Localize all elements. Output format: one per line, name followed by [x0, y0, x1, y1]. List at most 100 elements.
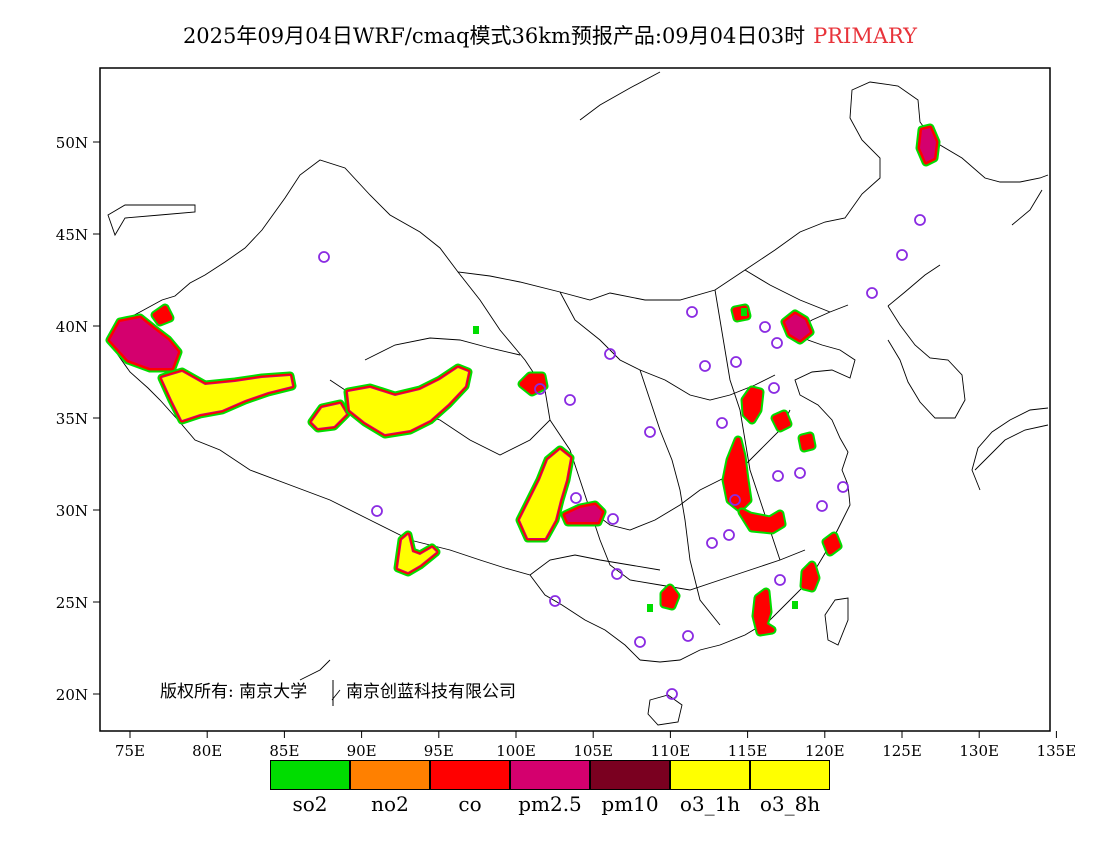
blob-fujian [799, 560, 821, 593]
province-line-central [549, 409, 791, 531]
legend-label: pm2.5 [518, 792, 582, 816]
monitoring-station-marker [534, 383, 546, 395]
legend-item: pm2.5 [510, 760, 590, 816]
legend-label: no2 [371, 792, 409, 816]
monitoring-station-marker [686, 306, 698, 318]
legend: so2 no2 co pm2.5 pm10 o3_1h o3_8h [270, 760, 830, 816]
blob-heilongjiang-pm25-core [920, 128, 936, 162]
monitoring-station-marker [549, 595, 561, 607]
korea-outline [887, 305, 966, 419]
legend-item: no2 [350, 760, 430, 816]
station-layer [318, 214, 926, 700]
monitoring-station-marker [699, 360, 711, 372]
sakhalin-outline [1011, 189, 1043, 226]
blob-anhui [737, 507, 787, 535]
north-border [109, 81, 1049, 336]
blob-sichuan-o3-core [520, 450, 570, 538]
legend-label: o3_8h [759, 792, 821, 816]
monitoring-station-marker [759, 321, 771, 333]
legend-swatch [590, 760, 670, 790]
blob-zhejiang [821, 531, 843, 557]
monitoring-station-marker [771, 337, 783, 349]
pollution-layer [105, 123, 941, 637]
monitoring-station-marker [706, 537, 718, 549]
legend-label: so2 [292, 792, 328, 816]
monitoring-station-marker [837, 481, 849, 493]
lat-tick-label: 40N [56, 318, 88, 336]
northeast-border [887, 264, 941, 307]
monitoring-station-marker [666, 688, 678, 700]
blob-chongqing [560, 500, 607, 527]
lon-tick-label: 80E [192, 742, 222, 760]
monitoring-station-marker [774, 574, 786, 586]
so2-cell [792, 601, 798, 609]
blob-tibet-west-o3-core [312, 404, 346, 428]
monitoring-station-marker [611, 568, 623, 580]
title-main: 2025年09月04日WRF/cmaq模式36km预报产品:09月04日03时 [182, 24, 806, 48]
lat-tick-label: 45N [56, 226, 88, 244]
lon-tick-label: 130E [959, 742, 999, 760]
monitoring-station-marker [318, 251, 330, 263]
blob-hubei [721, 435, 753, 513]
blob-guangxi-co-band [661, 585, 679, 609]
monitoring-station-marker [914, 214, 926, 226]
lon-tick-label: 110E [651, 742, 691, 760]
so2-cell [741, 308, 747, 316]
balkhash-outline [107, 204, 196, 237]
lon-tick-label: 120E [805, 742, 845, 760]
monitoring-station-marker [723, 529, 735, 541]
monitoring-station-marker [866, 287, 878, 299]
blob-jiangsu-co-band [772, 411, 791, 431]
blob-fujian-co-band [801, 562, 819, 591]
lat-tick-label: 35N [56, 410, 88, 428]
lon-tick-label: 115E [728, 742, 768, 760]
lat-axis: 20N 25N 30N 35N 40N 45N 50N [56, 134, 100, 704]
monitoring-station-marker [772, 470, 784, 482]
baikal-outline [579, 71, 661, 121]
blob-sichuan [515, 445, 575, 543]
taiwan-outline [824, 597, 849, 646]
legend-swatch [510, 760, 590, 790]
blob-qaidam-o3-core [348, 368, 468, 434]
legend-swatch [670, 760, 750, 790]
legend-item: pm10 [590, 760, 670, 816]
monitoring-station-marker [604, 348, 616, 360]
blob-heilongjiang [915, 123, 941, 167]
blob-tibet-east-o3-core [398, 535, 436, 572]
blob-hubei-co-band [723, 437, 751, 511]
monitoring-station-marker [634, 636, 646, 648]
blob-tibet-east [393, 530, 441, 577]
lon-axis: 75E 80E 85E 90E 95E 100E 105E 110E 115E 120E 125E 1… [115, 731, 1076, 760]
legend-label: co [458, 792, 482, 816]
province-line-hunan [639, 369, 721, 626]
monitoring-station-marker [716, 417, 728, 429]
province-line-qinghai [329, 271, 551, 456]
blob-zhejiang-co-band [823, 533, 841, 555]
japan-outline [971, 407, 1049, 491]
blob-tarim-south-o3-core [162, 372, 292, 420]
blob-jiangsu [770, 409, 793, 433]
province-line-xinjiang [364, 337, 521, 361]
monitoring-station-marker [729, 494, 741, 506]
lon-tick-label: 105E [573, 742, 613, 760]
blob-tibet-west [307, 399, 351, 433]
province-line-hebei [744, 269, 831, 313]
blob-chongqing-pm25-core [565, 505, 602, 522]
legend-label: pm10 [601, 792, 659, 816]
blob-henan-co-band [742, 387, 763, 423]
monitoring-station-marker [371, 505, 383, 517]
monitoring-station-marker [564, 394, 576, 406]
plot-frame [99, 67, 1051, 732]
blob-beijing [780, 309, 815, 345]
monitoring-station-marker [607, 513, 619, 525]
lat-tick-label: 20N [56, 686, 88, 704]
blob-guangdong [751, 587, 777, 637]
monitoring-station-marker [570, 492, 582, 504]
legend-swatch [350, 760, 430, 790]
legend-item: o3_1h [670, 760, 750, 816]
copyright-part1: 版权所有: 南京大学 [160, 682, 307, 702]
blob-beijing-pm25-core [785, 314, 810, 340]
lon-tick-label: 100E [496, 742, 536, 760]
blob-tarim-west-pm25-core [110, 318, 178, 368]
blob-gansu-co-band [519, 373, 547, 395]
